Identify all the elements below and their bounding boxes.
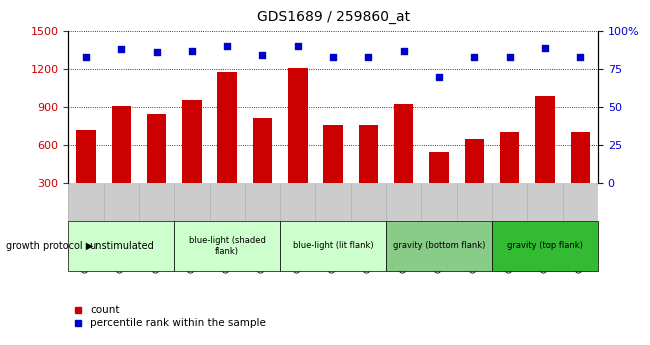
Point bbox=[504, 54, 515, 60]
Text: gravity (top flank): gravity (top flank) bbox=[507, 241, 583, 250]
Point bbox=[328, 54, 338, 60]
Point bbox=[575, 54, 586, 60]
Point bbox=[434, 74, 444, 79]
Bar bbox=[394, 104, 413, 221]
Text: blue-light (shaded
flank): blue-light (shaded flank) bbox=[188, 236, 266, 256]
FancyBboxPatch shape bbox=[174, 221, 280, 271]
Text: gravity (bottom flank): gravity (bottom flank) bbox=[393, 241, 486, 250]
Bar bbox=[465, 139, 484, 221]
Point bbox=[81, 54, 91, 60]
Bar bbox=[218, 72, 237, 221]
FancyBboxPatch shape bbox=[68, 221, 174, 271]
Bar bbox=[288, 68, 307, 221]
Bar bbox=[182, 100, 202, 221]
Bar bbox=[112, 106, 131, 221]
Bar bbox=[571, 132, 590, 221]
Point bbox=[116, 47, 126, 52]
Bar bbox=[147, 114, 166, 221]
Point bbox=[292, 43, 303, 49]
Text: blue-light (lit flank): blue-light (lit flank) bbox=[292, 241, 374, 250]
Point bbox=[151, 50, 162, 55]
Text: growth protocol ▶: growth protocol ▶ bbox=[6, 241, 94, 251]
Bar bbox=[253, 118, 272, 221]
Legend: count, percentile rank within the sample: count, percentile rank within the sample bbox=[73, 305, 266, 328]
Text: unstimulated: unstimulated bbox=[89, 241, 153, 251]
FancyBboxPatch shape bbox=[280, 221, 386, 271]
Point bbox=[187, 48, 197, 53]
Bar bbox=[359, 125, 378, 221]
Bar bbox=[430, 152, 448, 221]
Point bbox=[222, 43, 233, 49]
Point bbox=[469, 54, 480, 60]
Point bbox=[257, 52, 268, 58]
Bar bbox=[76, 130, 96, 221]
FancyBboxPatch shape bbox=[386, 221, 492, 271]
Bar bbox=[536, 96, 554, 221]
Point bbox=[398, 48, 409, 53]
Point bbox=[540, 45, 550, 50]
Text: GDS1689 / 259860_at: GDS1689 / 259860_at bbox=[257, 10, 410, 24]
Point bbox=[363, 54, 374, 60]
FancyBboxPatch shape bbox=[492, 221, 598, 271]
Bar bbox=[500, 132, 519, 221]
Bar bbox=[324, 125, 343, 221]
